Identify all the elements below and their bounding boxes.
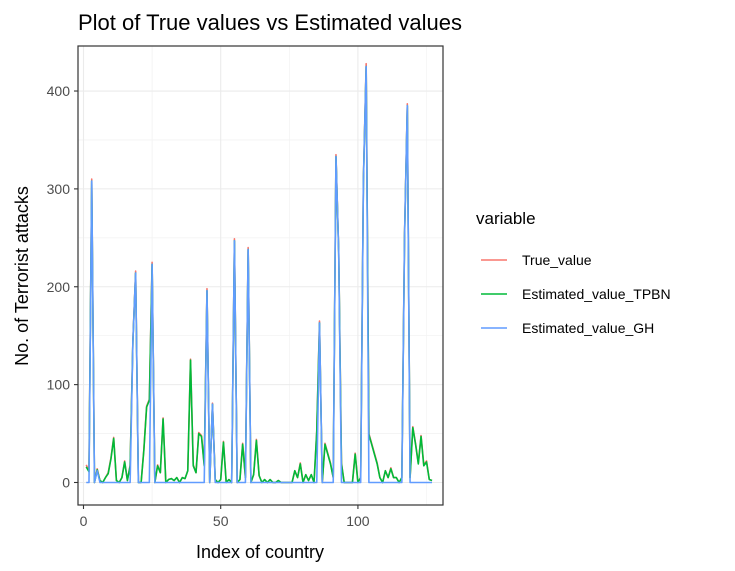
grid	[78, 46, 443, 505]
y-axis: 0 100 200 300 400	[47, 83, 78, 490]
series-layer	[85, 62, 433, 484]
legend-label: True_value	[522, 252, 592, 268]
x-tick-label: 100	[346, 513, 370, 529]
legend-label: Estimated_value_TPBN	[522, 286, 671, 302]
x-axis-title: Index of country	[196, 542, 324, 562]
legend-title: variable	[476, 209, 536, 228]
y-tick-label: 400	[47, 83, 71, 99]
y-tick-label: 300	[47, 181, 71, 197]
panel-border	[77, 45, 444, 506]
y-tick-label: 200	[47, 279, 71, 295]
series-line-estimated-value-gh	[86, 65, 433, 484]
legend: variable True_value Estimated_value_TPBN E…	[476, 209, 671, 336]
chart-title: Plot of True values vs Estimated values	[78, 10, 462, 35]
y-axis-title: No. of Terrorist attacks	[12, 186, 32, 366]
x-axis: 0 50 100	[80, 505, 370, 529]
x-tick-label: 0	[80, 513, 88, 529]
y-tick-label: 100	[47, 377, 71, 393]
x-tick-label: 50	[213, 513, 229, 529]
legend-label: Estimated_value_GH	[522, 320, 654, 336]
y-tick-label: 0	[62, 474, 70, 490]
series-line-estimated-value-tpbn	[85, 65, 433, 484]
